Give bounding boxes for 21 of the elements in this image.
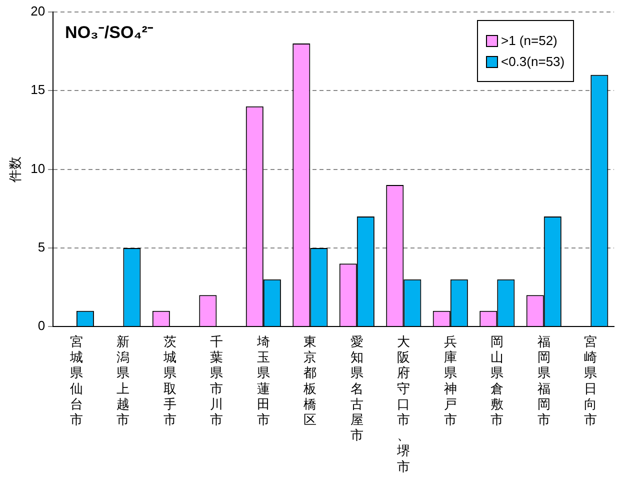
- text: NO₃⁻/SO₄²⁻: [65, 22, 154, 43]
- y-tick-label: 20: [30, 4, 46, 19]
- y-tick-label: 15: [30, 82, 46, 98]
- y-axis-title: 件数: [7, 156, 22, 182]
- x-tick-label: 福岡県福岡市: [537, 334, 550, 427]
- y-tick-label: 5: [38, 240, 46, 255]
- x-tick-label: 宮城県仙台市: [68, 334, 83, 427]
- x-tick-label: 埼玉県蓮田市: [256, 334, 270, 427]
- y-tick-label: 0: [38, 318, 46, 334]
- x-tick-label: 新潟県上越市: [116, 334, 130, 427]
- x-tick-label: 愛知県名古屋市: [350, 334, 364, 443]
- category-label: 大阪府守口市、堺市: [397, 334, 410, 474]
- x-tick-label: 茨城県取手市: [162, 334, 176, 427]
- x-tick-label: 岡山県倉敷市: [490, 334, 504, 427]
- x-tick-label: 兵庫県神戸市: [444, 334, 457, 427]
- legend-label: >1 (n=52): [501, 33, 558, 48]
- x-tick-label: 宮崎県日向市: [584, 334, 598, 427]
- y-tick-label: 10: [30, 160, 46, 176]
- x-tick-label: 千葉県市川市: [210, 334, 224, 427]
- legend-label: <0.3(n=53): [501, 54, 565, 69]
- x-tick-label: 東京都板橋区: [302, 334, 317, 427]
